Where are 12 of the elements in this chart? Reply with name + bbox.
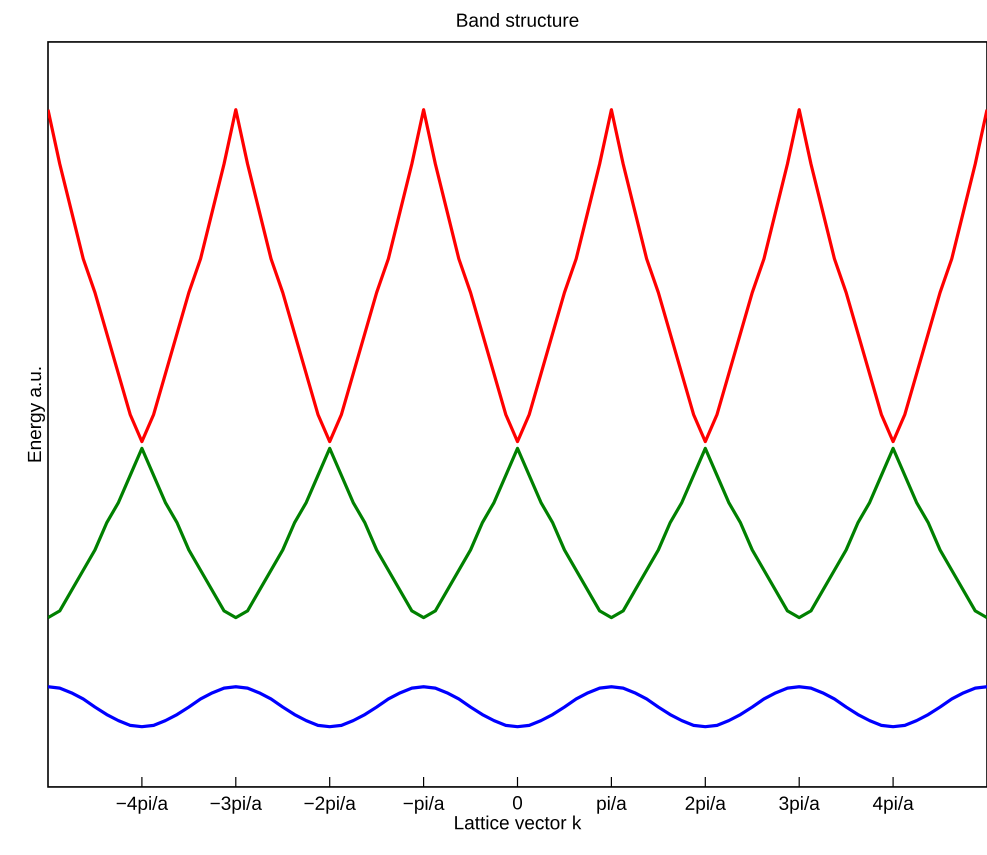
x-tick-label: 4pi/a [872,796,914,814]
x-tick-label: −3pi/a [210,796,262,814]
x-tick-label: 2pi/a [686,796,726,814]
x-axis-title: Lattice vector k [455,815,582,830]
x-tick-label: pi/a [597,796,627,814]
x-tick-label: 0 [512,796,522,810]
chart-title: Band structure [457,12,578,27]
x-tick-label: −2pi/a [304,796,356,814]
x-tick-label: 3pi/a [779,796,820,814]
x-tick-label: −4pi/a [116,796,168,814]
y-axis-title: Energy a.u. [28,368,45,462]
x-tick-label: −pi/a [404,796,444,814]
